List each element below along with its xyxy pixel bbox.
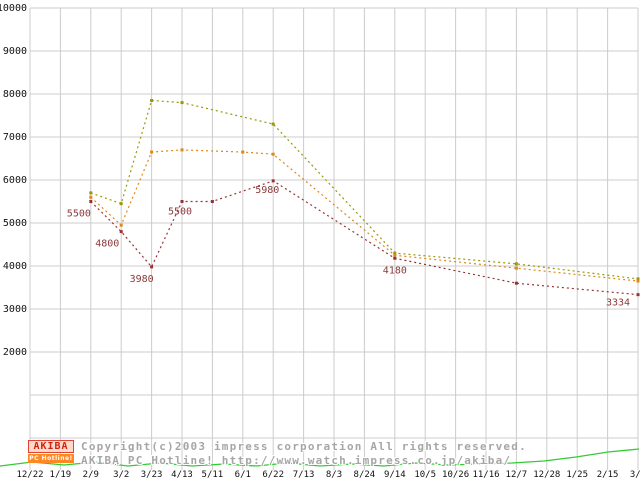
x-axis-tick-label: 8/24 bbox=[354, 470, 376, 480]
series-marker-low-price bbox=[636, 293, 640, 297]
akiba-logo: AKIBA PC Hotline! bbox=[28, 440, 74, 463]
price-annotation: 3334 bbox=[606, 298, 630, 309]
series-marker-high-price bbox=[393, 251, 397, 255]
x-axis-tick-label: 2/9 bbox=[83, 470, 99, 480]
price-annotation: 4180 bbox=[383, 265, 407, 276]
price-annotation: 4800 bbox=[95, 239, 119, 250]
y-axis-tick-label: 3000 bbox=[3, 304, 27, 315]
series-marker-average-price bbox=[241, 150, 245, 154]
x-axis-tick-label: 8/3 bbox=[326, 470, 342, 480]
series-marker-low-price bbox=[150, 265, 154, 269]
price-annotation: 5500 bbox=[168, 207, 192, 218]
akiba-logo-text: AKIBA bbox=[28, 440, 74, 453]
x-axis-tick-label: 11/16 bbox=[472, 470, 499, 480]
series-marker-high-price bbox=[150, 98, 154, 102]
series-marker-average-price bbox=[180, 148, 184, 152]
x-axis-tick-label: 2/15 bbox=[597, 470, 619, 480]
series-marker-low-price bbox=[210, 200, 214, 203]
green-baseline-series bbox=[0, 448, 640, 467]
x-axis-tick-label: 9/14 bbox=[384, 470, 406, 480]
x-axis-tick-label: 5/11 bbox=[202, 470, 224, 480]
x-axis-tick-label: 10/5 bbox=[414, 470, 436, 480]
series-marker-low-price bbox=[271, 179, 275, 183]
series-marker-low-price bbox=[514, 281, 518, 285]
x-axis-tick-label: 6/1 bbox=[235, 470, 251, 480]
x-axis-tick-label: 1/25 bbox=[566, 470, 588, 480]
series-marker-high-price bbox=[180, 101, 184, 105]
y-axis-tick-label: 9000 bbox=[3, 46, 27, 57]
y-axis-tick-label: 7000 bbox=[3, 132, 27, 143]
series-marker-high-price bbox=[119, 202, 123, 206]
x-axis-tick-label: 1/19 bbox=[50, 470, 72, 480]
series-marker-average-price bbox=[150, 150, 154, 154]
pc-hotline-logo-text: PC Hotline! bbox=[28, 454, 74, 463]
footer-text: Copyright(c)2003 impress corporation All… bbox=[81, 440, 527, 468]
price-annotation: 5500 bbox=[67, 209, 91, 220]
series-marker-low-price bbox=[393, 256, 397, 260]
series-marker-low-price bbox=[89, 200, 93, 203]
site-url-text: AKIBA PC Hotline! http://www.watch.impre… bbox=[81, 454, 512, 467]
price-annotation: 3980 bbox=[130, 274, 154, 285]
series-marker-low-price bbox=[180, 200, 184, 203]
series-marker-high-price bbox=[271, 122, 275, 126]
series-marker-average-price bbox=[271, 152, 275, 156]
x-axis-tick-label: 12/28 bbox=[533, 470, 560, 480]
x-axis-tick-label: 3/8 bbox=[630, 470, 640, 480]
series-marker-high-price bbox=[89, 191, 93, 195]
x-axis-tick-label: 4/13 bbox=[171, 470, 193, 480]
x-axis-tick-label: 3/23 bbox=[141, 470, 163, 480]
y-axis-tick-label: 2000 bbox=[3, 347, 27, 358]
copyright-text: Copyright(c)2003 impress corporation All… bbox=[81, 440, 527, 453]
series-marker-high-price bbox=[636, 277, 640, 281]
y-axis-tick-label: 10000 bbox=[0, 3, 27, 14]
series-line-high-price bbox=[90, 99, 639, 280]
x-axis-tick-label: 10/26 bbox=[442, 470, 469, 480]
series-marker-average-price bbox=[514, 266, 518, 270]
series-marker-average-price bbox=[89, 195, 93, 199]
y-axis-tick-label: 5000 bbox=[3, 218, 27, 229]
series-marker-average-price bbox=[119, 223, 123, 227]
x-axis-tick-label: 12/22 bbox=[16, 470, 43, 480]
x-axis-tick-label: 7/13 bbox=[293, 470, 315, 480]
x-axis-tick-label: 3/2 bbox=[113, 470, 129, 480]
series-marker-high-price bbox=[514, 262, 518, 266]
y-axis-tick-label: 8000 bbox=[3, 89, 27, 100]
footer: AKIBA PC Hotline! Copyright(c)2003 impre… bbox=[28, 440, 527, 468]
y-axis-tick-label: 4000 bbox=[3, 261, 27, 272]
series-marker-average-price bbox=[393, 253, 397, 257]
series-marker-average-price bbox=[636, 279, 640, 283]
price-annotation: 5980 bbox=[255, 185, 279, 196]
y-axis-tick-label: 6000 bbox=[3, 175, 27, 186]
x-axis-tick-label: 12/7 bbox=[506, 470, 528, 480]
x-axis-tick-label: 6/22 bbox=[262, 470, 284, 480]
series-marker-low-price bbox=[119, 230, 123, 234]
